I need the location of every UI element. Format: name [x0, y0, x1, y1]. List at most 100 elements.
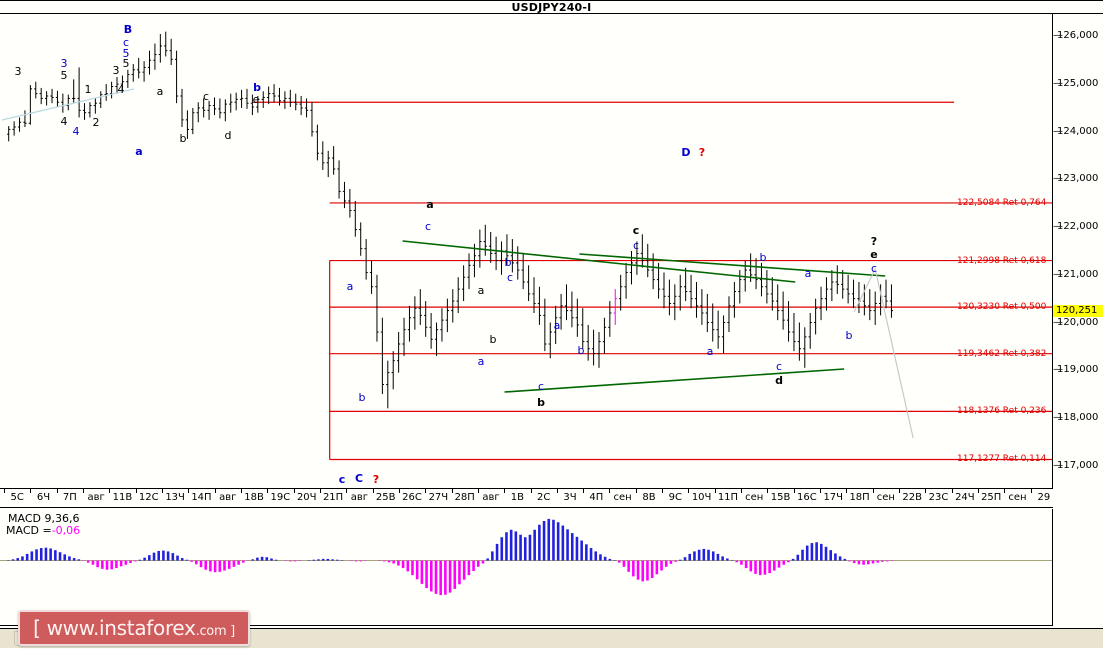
price-axis-tick: —121,000	[1053, 268, 1099, 280]
wave-label: b	[253, 81, 261, 94]
time-axis-gridmark	[872, 489, 874, 493]
time-axis[interactable]: 5С 6Ч 7П авг 11В 12С 13Ч 14П авг 18В 19С 20Ч 21П авг 2…	[0, 488, 1053, 508]
wave-label: 4	[117, 83, 125, 96]
price-axis-tick: —122,000	[1053, 221, 1099, 233]
time-axis-gridmark	[398, 489, 400, 493]
wave-label: b	[489, 333, 497, 346]
wave-label: c	[775, 360, 783, 373]
wave-label: C	[354, 472, 364, 485]
time-axis-label: 23С	[928, 492, 949, 503]
price-bars	[7, 31, 894, 409]
time-axis-label: сен	[613, 492, 632, 503]
wave-label: a	[804, 267, 812, 280]
wave-label: d	[224, 129, 232, 142]
time-axis-label: 24Ч	[955, 492, 975, 503]
price-axis-tick: —123,000	[1053, 173, 1099, 185]
time-axis-gridmark	[556, 489, 558, 493]
time-axis-gridmark	[188, 489, 190, 493]
wave-label: a	[346, 280, 354, 293]
time-axis-label: 18В	[244, 492, 264, 503]
price-axis[interactable]: —126,000 —125,000 —124,000 —123,000 —122,000…	[1053, 14, 1103, 488]
wave-label: d	[775, 374, 783, 387]
wave-label: 1	[84, 83, 92, 96]
time-axis-label: 25В	[375, 492, 396, 503]
wave-label: 5	[122, 47, 130, 60]
time-axis-label: 8В	[642, 492, 656, 503]
wave-label: ?	[372, 473, 380, 486]
wave-label: c	[338, 473, 346, 486]
fib-level-label: 120,3230 Ret 0,500	[957, 302, 1047, 313]
time-axis-gridmark	[714, 489, 716, 493]
wave-label: 5	[60, 69, 68, 82]
fib-level-label: 122,5084 Ret 0,764	[957, 197, 1047, 208]
watermark-suffix: .com ]	[195, 624, 236, 639]
time-axis-label: 4П	[589, 492, 604, 503]
time-axis-gridmark	[82, 489, 84, 493]
time-axis-gridmark	[30, 489, 32, 493]
time-axis-label: 25П	[981, 492, 1002, 503]
time-axis-gridmark	[240, 489, 242, 493]
time-axis-gridmark	[477, 489, 479, 493]
time-axis-label: 13Ч	[165, 492, 185, 503]
time-axis-label: авг	[350, 492, 369, 503]
time-axis-label: авг	[482, 492, 500, 503]
time-axis-label: 19С	[270, 492, 291, 503]
price-axis-tick: —120,000	[1053, 316, 1099, 328]
time-axis-gridmark	[767, 489, 769, 493]
time-axis-label: 1В	[510, 492, 524, 503]
time-axis-label: 9С	[668, 492, 682, 503]
price-axis-tick: —126,000	[1053, 30, 1099, 42]
time-axis-gridmark	[109, 489, 111, 493]
macd-indicator-pane[interactable]: MACD 9,36,6 MACD =-0,06	[0, 509, 1053, 626]
wave-label: c	[537, 380, 545, 393]
price-axis-tick: —124,000	[1053, 125, 1099, 137]
chart-title-bar: USDJPY240-I	[0, 0, 1103, 14]
time-axis-label: 3Ч	[563, 492, 577, 503]
macd-settings-label: MACD 9,36,6	[8, 512, 80, 525]
time-axis-gridmark	[530, 489, 532, 493]
time-axis-gridmark	[319, 489, 321, 493]
time-axis-label: 10Ч	[691, 492, 712, 503]
time-axis-gridmark	[609, 489, 611, 493]
macd-value-label: MACD =-0,06	[6, 524, 80, 537]
wave-label: 4	[72, 125, 80, 138]
wave-label: a	[553, 319, 561, 332]
wave-label: 5	[122, 57, 130, 70]
wave-label: c	[122, 36, 130, 49]
wave-label: 3	[112, 64, 120, 77]
macd-value-prefix: MACD =	[6, 524, 52, 537]
wave-label: c	[202, 90, 210, 103]
wave-label: b	[577, 344, 585, 357]
wave-label: ?	[870, 235, 878, 248]
trendline-lightblue	[1, 88, 135, 121]
time-axis-gridmark	[846, 489, 848, 493]
forecast-projection-line	[853, 267, 914, 439]
time-axis-label: 6Ч	[36, 492, 51, 503]
window-bottom-filler	[0, 648, 1103, 660]
wave-label: a	[706, 345, 714, 358]
wave-label: b	[358, 391, 366, 404]
time-axis-label: 29	[1037, 492, 1051, 503]
time-axis-label: 7П	[62, 492, 77, 503]
time-axis-gridmark	[820, 489, 822, 493]
price-axis-tick: —117,000	[1053, 459, 1099, 471]
time-axis-label: 16С	[797, 492, 817, 503]
time-axis-label: сен	[745, 492, 764, 503]
wave-label: e	[252, 93, 260, 106]
fib-level-label: 118,1376 Ret 0,236	[957, 406, 1047, 417]
time-axis-label: сен	[876, 492, 895, 503]
wave-label: 3	[14, 65, 22, 78]
time-axis-gridmark	[214, 489, 216, 493]
trendline-green	[504, 368, 845, 393]
wave-label: e	[870, 248, 878, 261]
time-axis-gridmark	[951, 489, 953, 493]
time-axis-corner	[1053, 488, 1103, 508]
time-axis-label: 14П	[191, 492, 212, 503]
watermark-domain: www.instaforex	[46, 616, 196, 640]
time-axis-gridmark	[425, 489, 427, 493]
time-axis-gridmark	[688, 489, 690, 493]
wave-label: c	[632, 224, 640, 237]
wave-label: 2	[92, 116, 100, 129]
